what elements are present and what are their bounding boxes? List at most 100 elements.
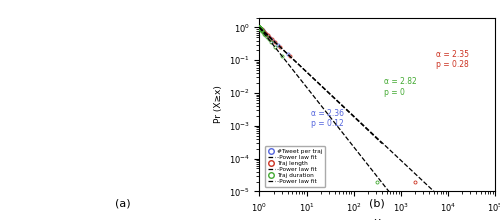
Point	[110, 53, 118, 57]
Point	[72, 152, 80, 156]
Point	[118, 110, 126, 114]
Point	[110, 85, 118, 89]
Point	[104, 109, 112, 112]
Point	[162, 125, 170, 128]
Point	[95, 109, 103, 113]
Point	[97, 110, 105, 114]
Point	[124, 99, 132, 103]
Point	[118, 121, 126, 124]
Point	[105, 80, 113, 84]
Point	[116, 109, 124, 112]
Point	[120, 108, 128, 111]
Point	[122, 112, 130, 115]
Point	[80, 130, 88, 134]
Point	[184, 93, 192, 97]
Point	[144, 86, 152, 90]
Point	[107, 86, 115, 90]
Point	[130, 82, 138, 85]
Point	[118, 81, 126, 84]
Point	[66, 150, 74, 154]
Point	[129, 135, 137, 138]
Point	[118, 105, 126, 108]
Point	[187, 121, 195, 124]
Point	[113, 78, 121, 82]
Point	[124, 102, 132, 105]
Point	[158, 74, 166, 77]
Point	[183, 79, 191, 83]
Point	[51, 105, 59, 109]
Point	[119, 109, 127, 113]
Point	[108, 119, 116, 122]
Point	[90, 161, 98, 165]
Point	[81, 141, 89, 145]
Point	[113, 105, 121, 109]
Point	[102, 112, 110, 116]
Point	[124, 171, 132, 174]
Point	[54, 86, 62, 90]
Point	[50, 118, 58, 122]
Point	[123, 96, 131, 99]
Point	[193, 104, 201, 108]
Point	[110, 123, 118, 127]
Point	[117, 103, 125, 107]
Point	[77, 143, 85, 146]
Point	[135, 101, 143, 105]
Point	[138, 125, 146, 128]
Point	[109, 123, 117, 126]
Point	[120, 108, 128, 112]
Point	[116, 108, 124, 112]
Point	[118, 109, 126, 113]
Point	[120, 126, 128, 130]
Point	[174, 128, 182, 132]
Point	[106, 131, 114, 135]
Point	[87, 107, 95, 110]
Point	[115, 101, 123, 104]
Point	[92, 158, 100, 162]
Point	[166, 124, 173, 128]
Point	[78, 104, 86, 108]
Point	[118, 108, 126, 112]
Point	[86, 163, 94, 166]
Point	[68, 123, 76, 127]
Point	[130, 104, 138, 107]
Point	[100, 93, 108, 97]
Point	[120, 106, 128, 110]
Point	[98, 97, 106, 101]
Point	[143, 164, 151, 168]
Point	[120, 108, 128, 111]
Point	[118, 108, 126, 111]
Point	[105, 95, 113, 99]
Point	[112, 111, 120, 115]
Point	[109, 130, 117, 134]
Point	[74, 135, 82, 138]
Point	[116, 113, 124, 116]
Point	[114, 105, 122, 108]
Point	[160, 145, 168, 148]
Point	[124, 130, 132, 133]
Point	[101, 114, 109, 117]
Point	[132, 106, 140, 109]
Point	[182, 82, 190, 85]
Point	[106, 101, 114, 104]
Point	[126, 117, 134, 121]
Point	[116, 107, 124, 111]
Point	[89, 58, 97, 61]
Point	[88, 146, 96, 149]
Point	[144, 154, 152, 158]
Point	[98, 107, 106, 110]
Point	[97, 107, 105, 110]
Point	[90, 57, 98, 61]
Point	[132, 96, 140, 100]
Point	[78, 73, 86, 77]
Point	[120, 124, 128, 128]
Point	[119, 109, 127, 112]
Point	[103, 95, 111, 98]
Point	[99, 56, 107, 60]
Point	[189, 73, 197, 76]
Point	[58, 88, 66, 92]
Point	[181, 133, 189, 136]
Point	[122, 110, 130, 114]
Point	[110, 113, 118, 117]
Point	[134, 74, 142, 78]
Point	[98, 50, 106, 54]
